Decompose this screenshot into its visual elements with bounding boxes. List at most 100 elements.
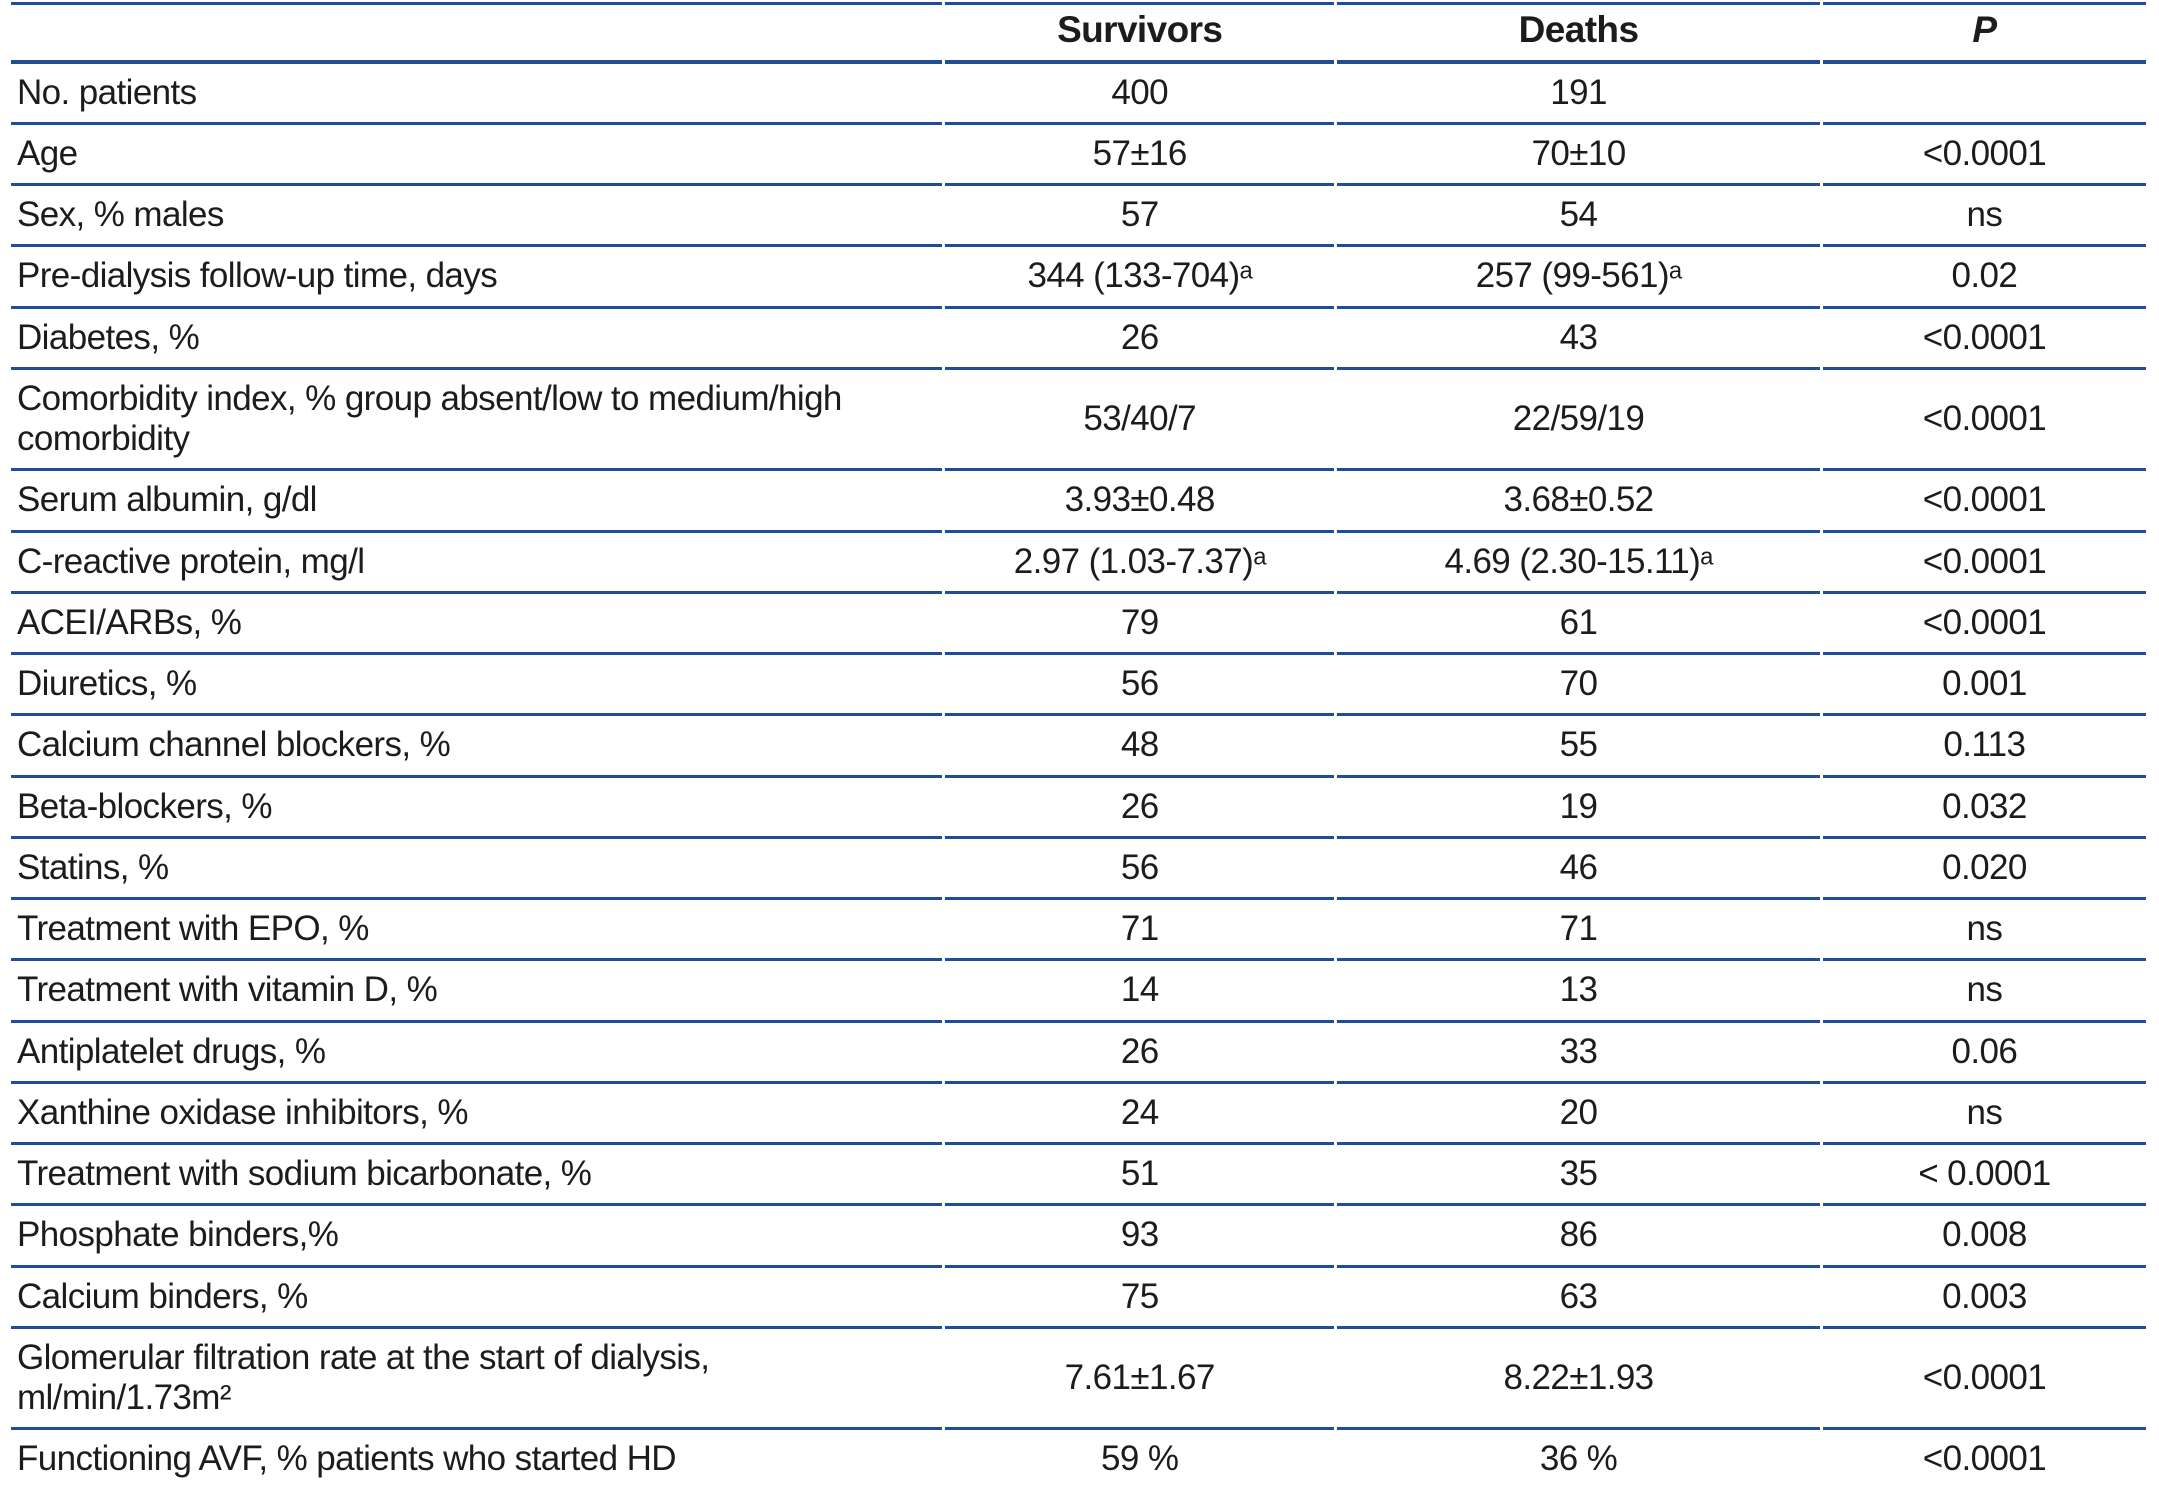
row-label: Treatment with vitamin D, %	[11, 961, 943, 1023]
row-label: Sex, % males	[11, 186, 943, 248]
deaths-value: 46	[1337, 839, 1820, 901]
deaths-value: 4.69 (2.30-15.11)ᵃ	[1337, 533, 1820, 594]
p-value	[1822, 64, 2146, 125]
survivors-value: 93	[945, 1206, 1335, 1268]
deaths-value: 22/59/19	[1337, 370, 1820, 472]
column-header-survivors: Survivors	[945, 2, 1335, 64]
table-row: Treatment with EPO, % 71 71 ns	[11, 900, 2146, 962]
p-value: <0.0001	[1822, 533, 2146, 594]
row-label: No. patients	[11, 64, 943, 125]
deaths-value: 19	[1337, 778, 1820, 839]
p-value: < 0.0001	[1822, 1145, 2146, 1207]
table-row: Functioning AVF, % patients who started …	[11, 1430, 2146, 1486]
row-label: Pre-dialysis follow-up time, days	[11, 247, 943, 309]
deaths-value: 70±10	[1337, 125, 1820, 187]
p-value: 0.003	[1822, 1268, 2146, 1329]
deaths-value: 35	[1337, 1145, 1820, 1207]
deaths-value: 191	[1337, 64, 1820, 125]
row-label: Treatment with sodium bicarbonate, %	[11, 1145, 943, 1207]
table-row: Antiplatelet drugs, % 26 33 0.06	[11, 1023, 2146, 1084]
table-row: C-reactive protein, mg/l 2.97 (1.03-7.37…	[11, 533, 2146, 594]
row-label: Diuretics, %	[11, 655, 943, 717]
row-label: Glomerular filtration rate at the start …	[11, 1329, 943, 1431]
deaths-value: 63	[1337, 1268, 1820, 1329]
survivors-value: 7.61±1.67	[945, 1329, 1335, 1431]
survivors-value: 2.97 (1.03-7.37)ᵃ	[945, 533, 1335, 594]
row-label: Phosphate binders,%	[11, 1206, 943, 1268]
survivors-value: 53/40/7	[945, 370, 1335, 472]
deaths-value: 36 %	[1337, 1430, 1820, 1486]
table-row: Sex, % males 57 54 ns	[11, 186, 2146, 248]
table-body: No. patients 400 191 Age 57±16 70±10 <0.…	[11, 64, 2146, 1486]
survivors-value: 24	[945, 1084, 1335, 1146]
p-value: 0.113	[1822, 716, 2146, 778]
row-label: Functioning AVF, % patients who started …	[11, 1430, 942, 1486]
table-row: Calcium binders, % 75 63 0.003	[11, 1268, 2146, 1329]
deaths-value: 54	[1337, 186, 1820, 248]
survivors-value: 26	[945, 778, 1335, 839]
table-row: Diabetes, % 26 43 <0.0001	[11, 309, 2146, 370]
row-label: Beta-blockers, %	[11, 778, 943, 839]
table-row: Pre-dialysis follow-up time, days 344 (1…	[11, 247, 2146, 309]
survivors-value: 51	[945, 1145, 1335, 1207]
column-header-blank	[11, 2, 943, 64]
p-value: <0.0001	[1822, 594, 2146, 656]
row-label: Treatment with EPO, %	[11, 900, 943, 962]
deaths-value: 61	[1337, 594, 1820, 656]
survivors-value: 48	[945, 716, 1335, 778]
survivors-value: 26	[945, 1023, 1335, 1084]
p-value: 0.02	[1822, 247, 2146, 309]
table-row: Treatment with sodium bicarbonate, % 51 …	[11, 1145, 2146, 1207]
survivors-value: 3.93±0.48	[945, 471, 1335, 533]
survivors-value: 344 (133-704)ᵃ	[945, 247, 1335, 309]
header-row: Survivors Deaths P	[11, 2, 2146, 64]
deaths-value: 55	[1337, 716, 1820, 778]
row-label: Serum albumin, g/dl	[11, 471, 943, 533]
row-label: Age	[11, 125, 943, 187]
p-value: <0.0001	[1822, 1329, 2146, 1431]
survivors-value: 400	[945, 64, 1335, 125]
row-label: Antiplatelet drugs, %	[11, 1023, 943, 1084]
deaths-value: 13	[1337, 961, 1820, 1023]
table-row: ACEI/ARBs, % 79 61 <0.0001	[11, 594, 2146, 656]
p-value: <0.0001	[1822, 370, 2146, 472]
survivors-deaths-comparison-table: Survivors Deaths P No. patients 400 191 …	[8, 2, 2149, 1486]
table-row: Statins, % 56 46 0.020	[11, 839, 2146, 901]
deaths-value: 33	[1337, 1023, 1820, 1084]
survivors-value: 59 %	[945, 1430, 1334, 1486]
p-value: 0.06	[1822, 1023, 2146, 1084]
p-value: 0.020	[1822, 839, 2146, 901]
column-header-p: P	[1822, 2, 2146, 64]
row-label: Calcium binders, %	[11, 1268, 943, 1329]
deaths-value: 43	[1337, 309, 1820, 370]
p-value: <0.0001	[1822, 471, 2146, 533]
survivors-value: 75	[945, 1268, 1335, 1329]
row-label: Xanthine oxidase inhibitors, %	[11, 1084, 943, 1146]
row-label: Comorbidity index, % group absent/low to…	[11, 370, 943, 472]
row-label: Statins, %	[11, 839, 943, 901]
table-row: Phosphate binders,% 93 86 0.008	[11, 1206, 2146, 1268]
p-value: ns	[1822, 961, 2146, 1023]
row-label: Calcium channel blockers, %	[11, 716, 943, 778]
table-row: Serum albumin, g/dl 3.93±0.48 3.68±0.52 …	[11, 471, 2146, 533]
table-row: Treatment with vitamin D, % 14 13 ns	[11, 961, 2146, 1023]
column-header-deaths: Deaths	[1337, 2, 1820, 64]
deaths-value: 71	[1337, 900, 1820, 962]
survivors-value: 57±16	[945, 125, 1335, 187]
deaths-value: 86	[1337, 1206, 1820, 1268]
row-label: C-reactive protein, mg/l	[11, 533, 943, 594]
survivors-value: 14	[945, 961, 1335, 1023]
row-label: ACEI/ARBs, %	[11, 594, 943, 656]
table-header: Survivors Deaths P	[11, 2, 2146, 64]
survivors-value: 56	[945, 839, 1335, 901]
deaths-value: 70	[1337, 655, 1820, 717]
table-row: Diuretics, % 56 70 0.001	[11, 655, 2146, 717]
p-value: 0.032	[1822, 778, 2146, 839]
p-value: ns	[1822, 1084, 2146, 1146]
p-value: <0.0001	[1822, 125, 2146, 187]
deaths-value: 257 (99-561)ᵃ	[1337, 247, 1820, 309]
table-row: Glomerular filtration rate at the start …	[11, 1329, 2146, 1431]
table-row: Comorbidity index, % group absent/low to…	[11, 370, 2146, 472]
p-value: <0.0001	[1822, 309, 2146, 370]
